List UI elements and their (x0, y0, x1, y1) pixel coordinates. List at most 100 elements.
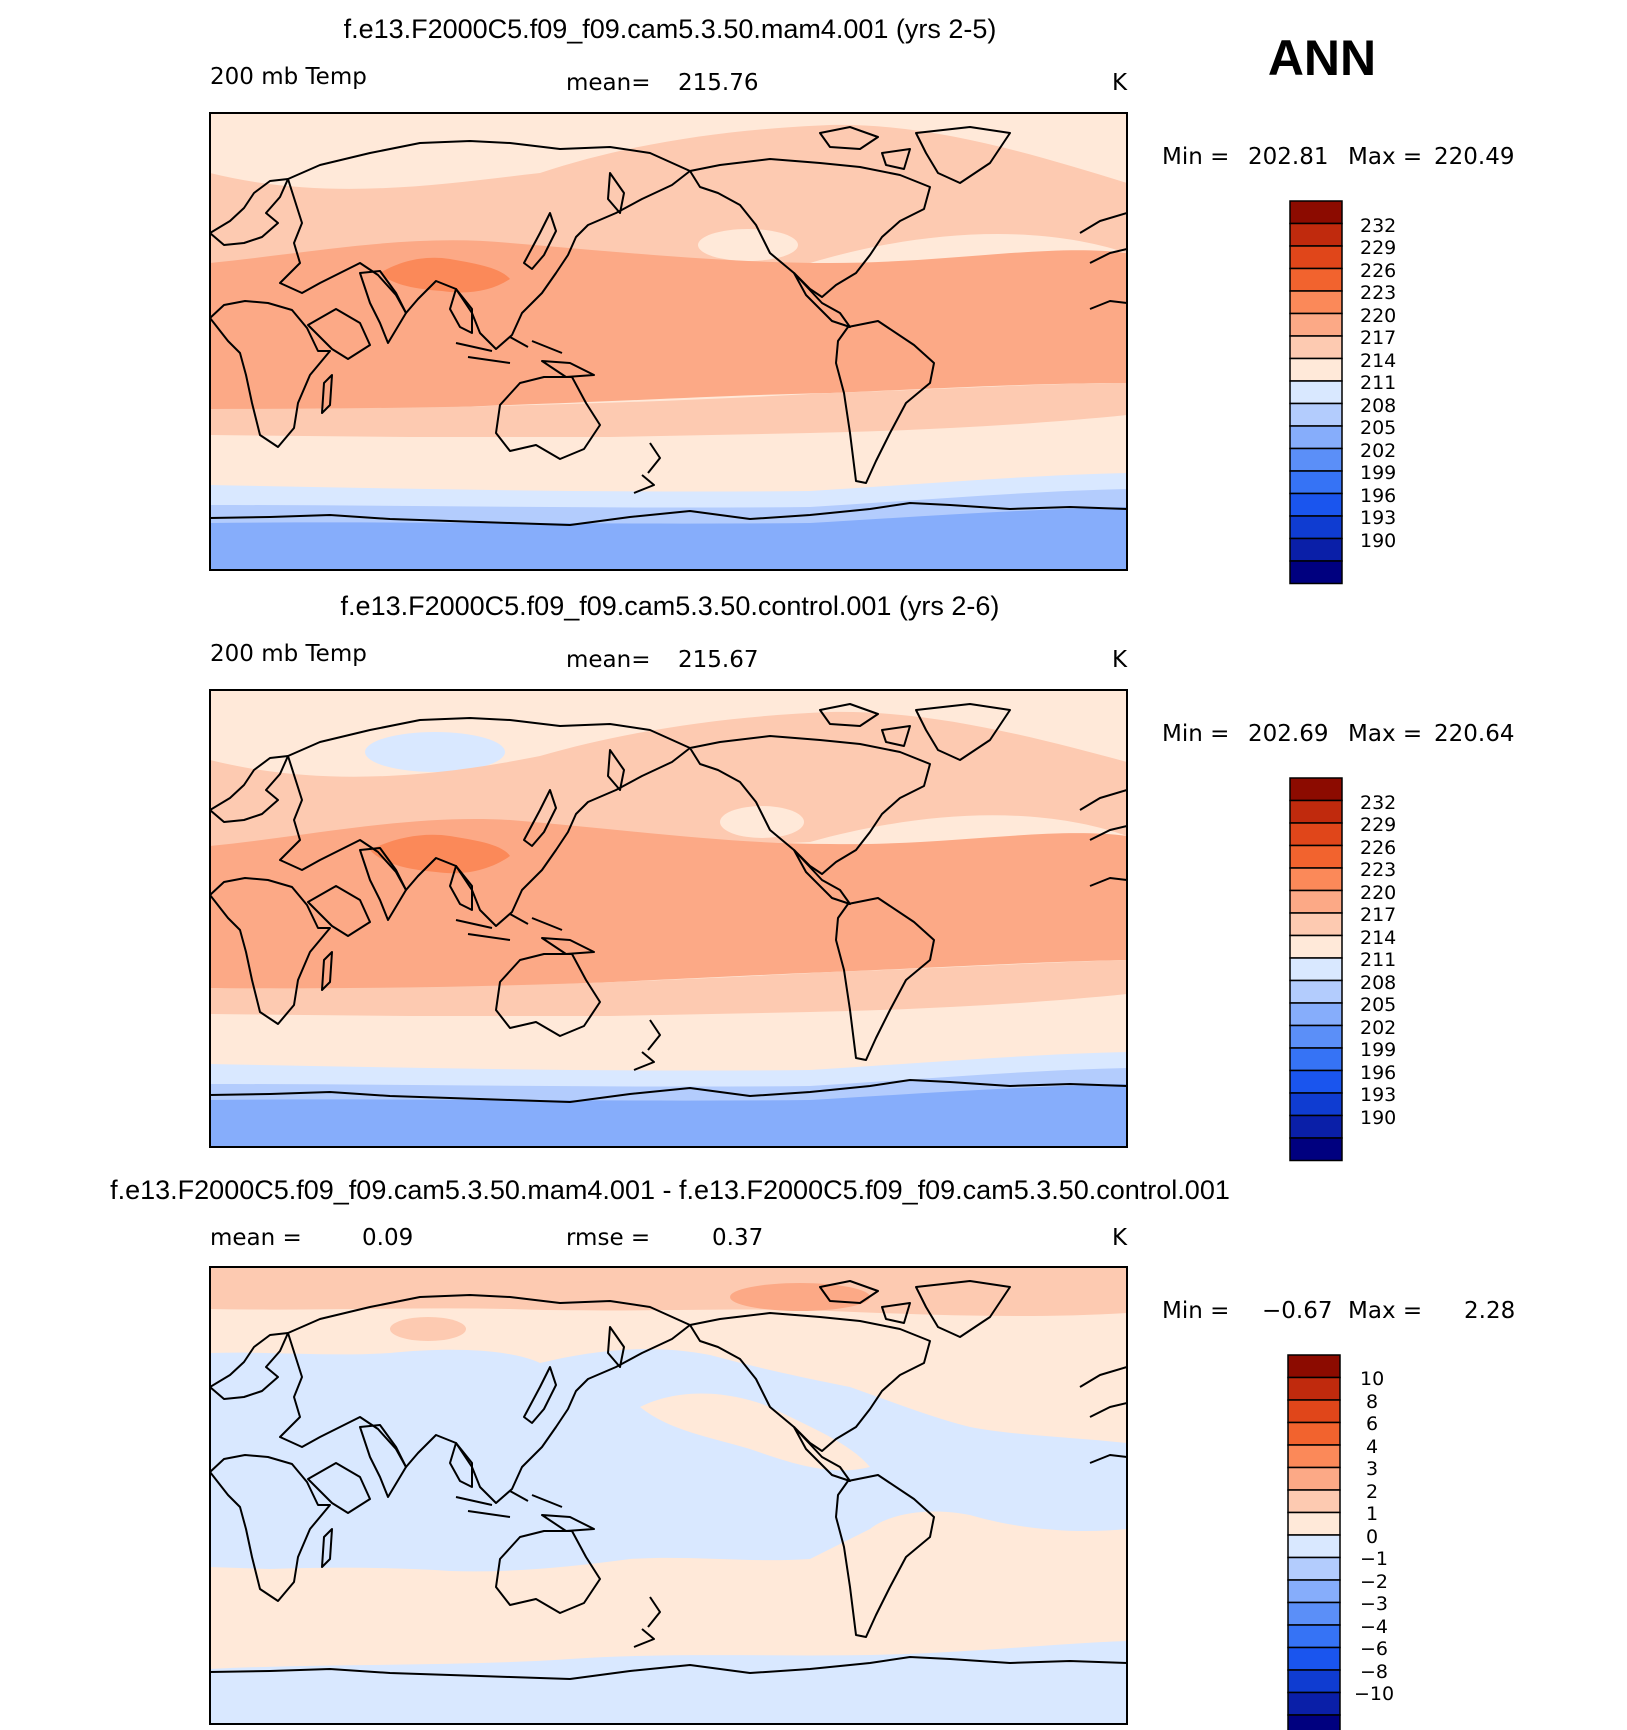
colorbar-label: 199 (1360, 462, 1396, 484)
colorbar-swatch (1289, 447, 1343, 472)
field-cool-spot-north-pacific (720, 806, 804, 838)
colorbar-swatch (1289, 799, 1343, 824)
colorbar-label: 202 (1360, 1017, 1396, 1039)
colorbar-labels: 232 229 226 223 220 217 214 211 208 205 … (1360, 792, 1396, 1129)
colorbar-swatch (1289, 889, 1343, 914)
colorbar-swatch (1287, 1421, 1341, 1446)
colorbar-label: 0 (1366, 1526, 1378, 1548)
colorbar-swatch (1289, 867, 1343, 892)
field-spot-1-2-arctic-canada (730, 1283, 870, 1311)
units-label: K (1112, 647, 1128, 673)
panel-control: f.e13.F2000C5.f09_f09.cam5.3.50.control.… (209, 591, 1514, 1162)
colorbar-swatch (1289, 312, 1343, 337)
colorbar-swatch (1289, 1069, 1343, 1094)
colorbar-label: 2 (1366, 1481, 1378, 1503)
map-frame (209, 1266, 1128, 1725)
colorbar-label: 220 (1360, 882, 1396, 904)
colorbar-label: 214 (1360, 350, 1396, 372)
field-band-220-223-tibet (380, 257, 510, 293)
colorbar-swatch (1289, 380, 1343, 405)
colorbar-label: 205 (1360, 994, 1396, 1016)
units-label: K (1112, 1225, 1128, 1251)
colorbar-swatch (1289, 1114, 1343, 1139)
colorbar-swatch (1289, 844, 1343, 869)
field-band-1-2-arctic (210, 1267, 1127, 1317)
colorbar-label: 232 (1360, 215, 1396, 237)
colorbar-label: 3 (1366, 1458, 1378, 1480)
colorbar-swatch (1289, 979, 1343, 1004)
rmse-value: 0.37 (712, 1225, 763, 1251)
colorbar-label: 190 (1360, 530, 1396, 552)
colorbar-label: 205 (1360, 417, 1396, 439)
colorbar-swatch (1289, 425, 1343, 450)
colorbar-label: −3 (1360, 1593, 1388, 1615)
field-cool-spot-north-pacific (698, 229, 798, 261)
colorbar-label: 223 (1360, 282, 1396, 304)
max-value: 2.28 (1464, 1298, 1515, 1324)
field-band-220-223-tibet (370, 834, 510, 874)
colorbar-swatch (1287, 1579, 1341, 1604)
field-band-neg1-0-southern-ocean (210, 1641, 1127, 1724)
colorbar-swatch (1287, 1376, 1341, 1401)
colorbar-swatch (1287, 1714, 1341, 1730)
colorbar-label: 10 (1360, 1368, 1384, 1390)
colorbar-label: 8 (1366, 1391, 1378, 1413)
mean-label: mean = (210, 1225, 302, 1251)
min-label: Min = (1162, 144, 1229, 170)
map-frame (209, 689, 1128, 1148)
colorbar-labels: 10 8 6 4 3 2 1 0 −1 −2 −3 −4 −6 −8 −10 (1354, 1368, 1394, 1705)
max-label: Max = (1348, 1298, 1422, 1324)
mean-label: mean= (566, 70, 651, 96)
colorbar-swatch (1287, 1691, 1341, 1716)
colorbar-label: 211 (1360, 372, 1396, 394)
colorbar-swatch (1287, 1511, 1341, 1536)
colorbar-swatch (1289, 1024, 1343, 1049)
field-cool-spot-arctic (365, 732, 505, 772)
colorbar-swatch (1289, 560, 1343, 585)
colorbar-label: −6 (1360, 1638, 1388, 1660)
colorbar-label: 193 (1360, 1084, 1396, 1106)
field-band-202-205-south (210, 1084, 1127, 1147)
colorbar-label: 199 (1360, 1039, 1396, 1061)
max-value: 220.49 (1434, 144, 1514, 170)
mean-value: 215.67 (678, 647, 758, 673)
colorbar-label: 226 (1360, 837, 1396, 859)
colorbar-label: 229 (1360, 814, 1396, 836)
colorbar-label: −8 (1360, 1661, 1388, 1683)
colorbar-label: 193 (1360, 507, 1396, 529)
colorbar-swatch (1287, 1489, 1341, 1514)
min-value: 202.69 (1248, 721, 1328, 747)
colorbar-swatch (1289, 357, 1343, 382)
colorbar-label: −10 (1354, 1683, 1394, 1705)
panel-title: f.e13.F2000C5.f09_f09.cam5.3.50.control.… (341, 591, 1000, 621)
colorbar-swatch (1289, 222, 1343, 247)
colorbar-labels: 232 229 226 223 220 217 214 211 208 205 … (1360, 215, 1396, 552)
colorbar-swatch (1289, 267, 1343, 292)
colorbar-swatch (1289, 1002, 1343, 1027)
colorbar-label: 214 (1360, 927, 1396, 949)
colorbar-label: 208 (1360, 972, 1396, 994)
colorbar-label: 190 (1360, 1107, 1396, 1129)
field-band-217-220-tropics (210, 818, 1127, 991)
field-spot-0-1-east-pacific (640, 1393, 870, 1471)
panel-difference: f.e13.F2000C5.f09_f09.cam5.3.50.mam4.001… (110, 1175, 1515, 1730)
colorbar-label: 226 (1360, 260, 1396, 282)
colorbar-label: −4 (1360, 1616, 1388, 1638)
colorbar-label: 229 (1360, 237, 1396, 259)
units-label: K (1112, 70, 1128, 96)
field-band-214-217-south (210, 960, 1127, 1016)
min-label: Min = (1162, 1298, 1229, 1324)
field-band-214-217-south (210, 383, 1127, 437)
colorbar-swatch (1287, 1601, 1341, 1626)
colorbar-swatch (1287, 1646, 1341, 1671)
min-label: Min = (1162, 721, 1229, 747)
colorbar-swatch (1287, 1534, 1341, 1559)
panel-mam4: f.e13.F2000C5.f09_f09.cam5.3.50.mam4.001… (209, 14, 1514, 585)
colorbar-label: 223 (1360, 859, 1396, 881)
colorbar-swatch (1289, 1047, 1343, 1072)
field-band-neg1-0-tropics (210, 1349, 1127, 1572)
colorbar-swatch (1287, 1354, 1341, 1379)
colorbar-label: 211 (1360, 949, 1396, 971)
colorbar-swatch (1287, 1556, 1341, 1581)
